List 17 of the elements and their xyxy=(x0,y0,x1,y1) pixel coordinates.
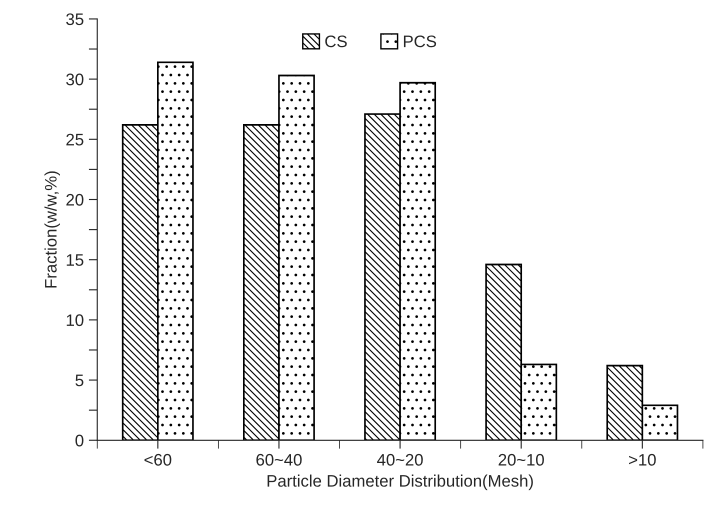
y-tick-label: 35 xyxy=(66,13,84,26)
y-tick-label: 30 xyxy=(66,74,84,86)
y-tick-label: 15 xyxy=(66,254,84,266)
y-tick-label: 25 xyxy=(66,134,84,146)
x-tick-label: 60~40 xyxy=(256,454,302,466)
x-tick-label: >10 xyxy=(629,454,656,466)
x-tick-label: 40~20 xyxy=(377,454,423,466)
x-axis-title: Particle Diameter Distribution(Mesh) xyxy=(268,474,533,490)
y-tick-label: 0 xyxy=(75,434,84,446)
y-tick-label: 10 xyxy=(66,314,84,326)
y-tick-label: 20 xyxy=(66,194,84,206)
x-tick-label: <60 xyxy=(144,454,172,466)
x-tick-label: 20~10 xyxy=(498,454,544,466)
y-tick-label: 5 xyxy=(75,374,84,386)
legend-label: CS xyxy=(325,35,347,48)
legend-label: PCS xyxy=(404,35,436,48)
y-axis-title: Fraction(w/w,%) xyxy=(44,171,60,288)
